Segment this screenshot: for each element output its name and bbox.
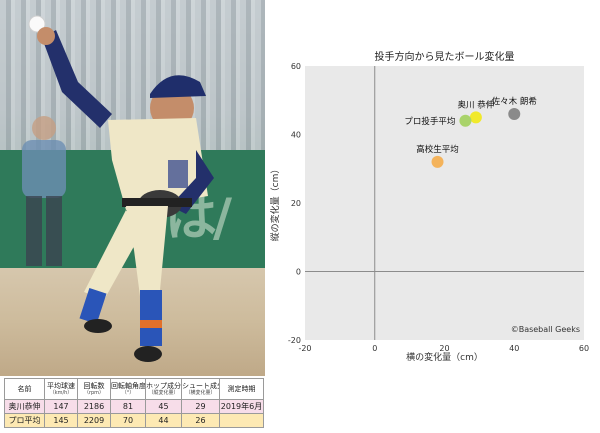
chart-title: 投手方向から見たボール変化量 bbox=[375, 50, 515, 63]
pitcher-figure bbox=[22, 15, 214, 362]
y-tick-label: -20 bbox=[288, 336, 301, 345]
data-point bbox=[508, 107, 521, 120]
y-tick-label: 20 bbox=[291, 199, 301, 208]
table-cell: 70 bbox=[110, 413, 146, 428]
table-cell: 2019年6月 bbox=[219, 399, 264, 414]
movement-chart: 投手方向から見たボール変化量 横の変化量（cm） 縦の変化量（cm） ©Base… bbox=[268, 0, 600, 433]
data-point-label: プロ投手平均 bbox=[404, 116, 455, 127]
table-header-row: 名前 平均球速 （km/h） 回転数 （rpm） 回転軸角度 （°） ホップ成分 （縦変… bbox=[4, 378, 264, 400]
data-point bbox=[469, 111, 482, 124]
table-cell: 26 bbox=[181, 413, 220, 428]
header-date: 測定時期 bbox=[219, 378, 264, 400]
table-row: 奥川恭伸 147 2186 81 45 29 2019年6月 bbox=[4, 399, 264, 414]
table-cell: 奥川恭伸 bbox=[4, 399, 45, 414]
table-cell: 2186 bbox=[77, 399, 111, 414]
data-point-label: 佐々木 朗希 bbox=[492, 96, 537, 107]
header-name: 名前 bbox=[4, 378, 45, 400]
table-cell: 2209 bbox=[77, 413, 111, 428]
x-tick-label: -20 bbox=[298, 344, 311, 353]
table-cell: プロ平均 bbox=[4, 413, 45, 428]
header-spin-axis: 回転軸角度 （°） bbox=[110, 378, 146, 400]
chart-svg: 投手方向から見たボール変化量 横の変化量（cm） 縦の変化量（cm） ©Base… bbox=[269, 50, 589, 363]
pitch-stats-table: 名前 平均球速 （km/h） 回転数 （rpm） 回転軸角度 （°） ホップ成分 （縦変… bbox=[4, 378, 264, 428]
header-avg-speed: 平均球速 （km/h） bbox=[44, 378, 78, 400]
table-cell bbox=[219, 413, 264, 428]
x-tick-label: 60 bbox=[579, 344, 589, 353]
data-point-label: 高校生平均 bbox=[416, 144, 459, 155]
pitchers-mound bbox=[0, 268, 265, 376]
x-tick-label: 40 bbox=[509, 344, 519, 353]
table-cell: 44 bbox=[145, 413, 182, 428]
data-point bbox=[431, 155, 444, 168]
table-cell: 29 bbox=[181, 399, 220, 414]
y-tick-label: 40 bbox=[291, 131, 301, 140]
y-tick-label: 60 bbox=[291, 62, 301, 71]
x-axis-label: 横の変化量（cm） bbox=[406, 351, 483, 363]
table-cell: 147 bbox=[44, 399, 78, 414]
plot-area bbox=[305, 66, 584, 340]
header-shoot: シュート成分（横変化量） bbox=[181, 378, 220, 400]
header-hop: ホップ成分 （縦変化量） bbox=[145, 378, 182, 400]
y-axis-label: 縦の変化量（cm） bbox=[269, 165, 281, 242]
table-cell: 81 bbox=[110, 399, 146, 414]
header-spin-rate: 回転数 （rpm） bbox=[77, 378, 111, 400]
table-cell: 45 bbox=[145, 399, 182, 414]
y-tick-label: 0 bbox=[296, 268, 301, 277]
x-tick-label: 0 bbox=[372, 344, 377, 353]
x-tick-label: 20 bbox=[439, 344, 449, 353]
data-point-label: 奥川 恭伸 bbox=[458, 99, 495, 110]
table-row: プロ平均 145 2209 70 44 26 bbox=[4, 413, 264, 428]
axis-ticks: -20 0 20 40 60 -20 0 20 40 60 bbox=[288, 62, 589, 353]
data-point bbox=[459, 114, 472, 127]
watermark: ©Baseball Geeks bbox=[511, 325, 580, 334]
table-cell: 145 bbox=[44, 413, 78, 428]
pitcher-photo: は/ん bbox=[0, 0, 265, 376]
